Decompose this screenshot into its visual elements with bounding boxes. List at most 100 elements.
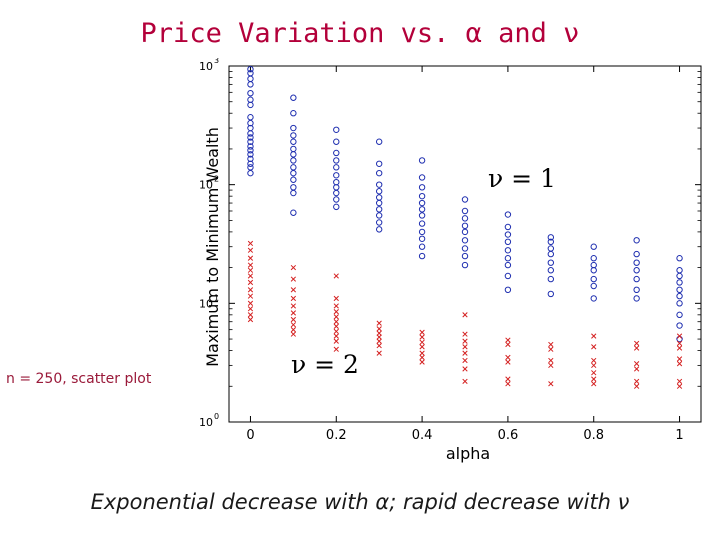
data-point-x xyxy=(591,333,597,339)
data-point-x xyxy=(419,350,425,356)
data-point-circle xyxy=(418,252,426,260)
data-point-circle xyxy=(333,164,340,171)
data-point-x xyxy=(419,354,425,361)
data-point-circle xyxy=(676,300,683,307)
data-point-circle xyxy=(461,237,469,244)
data-point-circle xyxy=(375,219,383,226)
series-nu1 xyxy=(247,65,683,343)
data-point-circle xyxy=(590,295,597,302)
data-point-x xyxy=(505,337,511,343)
data-point-circle xyxy=(247,134,254,141)
data-point-circle xyxy=(676,292,683,300)
data-point-x xyxy=(247,293,254,299)
data-point-circle xyxy=(418,243,426,250)
data-point-circle xyxy=(290,124,297,132)
data-point-x xyxy=(676,340,683,347)
data-point-circle xyxy=(633,237,640,244)
data-point-circle xyxy=(504,261,512,269)
data-point-circle xyxy=(418,174,426,181)
data-point-x xyxy=(676,361,683,367)
data-point-x xyxy=(333,333,339,339)
data-point-circle xyxy=(547,290,555,298)
data-point-circle xyxy=(547,267,555,274)
data-point-circle xyxy=(676,322,683,329)
data-point-x xyxy=(505,354,511,361)
data-point-x xyxy=(505,376,511,382)
data-point-circle xyxy=(333,157,340,164)
data-point-circle xyxy=(590,243,597,250)
data-point-circle xyxy=(290,151,297,158)
x-axis-label: alpha xyxy=(446,444,490,463)
data-point-circle xyxy=(461,228,469,236)
side-note: n = 250, scatter plot xyxy=(6,371,152,387)
data-point-x xyxy=(376,334,382,340)
slide-caption: Exponential decrease with α; rapid decre… xyxy=(90,490,630,514)
data-point-x xyxy=(290,327,297,333)
data-point-x xyxy=(376,350,382,356)
data-point-circle xyxy=(547,275,555,283)
data-point-circle xyxy=(290,169,297,177)
data-point-circle xyxy=(333,189,340,197)
data-point-x xyxy=(633,361,640,367)
data-point-circle xyxy=(590,255,597,262)
data-point-x xyxy=(247,306,254,312)
data-point-x xyxy=(591,370,597,376)
x-tick-label: 0.2 xyxy=(326,428,347,443)
annotation-nu-1: ν = 1 xyxy=(488,164,556,193)
data-point-circle xyxy=(333,126,340,133)
data-point-x xyxy=(462,350,468,356)
data-point-x xyxy=(462,338,468,344)
data-point-circle xyxy=(418,199,426,207)
data-point-circle xyxy=(375,226,383,233)
data-point-circle xyxy=(290,176,297,183)
data-point-circle xyxy=(547,234,555,241)
data-point-circle xyxy=(461,207,469,215)
data-point-x xyxy=(419,359,425,365)
data-point-x xyxy=(591,357,597,364)
data-point-x xyxy=(462,344,468,350)
data-point-circle xyxy=(504,231,512,238)
data-point-x xyxy=(290,276,297,282)
data-point-x xyxy=(333,273,339,279)
data-point-circle xyxy=(247,169,254,177)
data-point-x xyxy=(376,326,382,332)
data-point-x xyxy=(247,300,254,306)
data-point-x xyxy=(247,240,254,247)
series-nu2 xyxy=(247,240,683,389)
data-point-circle xyxy=(247,147,254,154)
data-point-x xyxy=(333,328,339,335)
data-point-circle xyxy=(633,295,640,302)
data-point-x xyxy=(548,381,554,387)
data-point-circle xyxy=(333,196,340,203)
data-point-circle xyxy=(461,252,469,260)
data-point-circle xyxy=(247,65,254,73)
data-point-x xyxy=(505,341,511,348)
data-point-circle xyxy=(633,267,640,274)
data-point-x xyxy=(247,279,254,286)
data-point-x xyxy=(462,312,468,318)
data-point-circle xyxy=(547,259,555,266)
data-point-x xyxy=(548,362,554,369)
data-point-circle xyxy=(290,189,297,197)
data-point-circle xyxy=(676,311,683,319)
data-point-x xyxy=(591,362,597,369)
data-point-x xyxy=(419,329,425,335)
data-point-x xyxy=(333,323,339,329)
data-point-x xyxy=(247,273,254,279)
data-point-x xyxy=(247,247,254,253)
y-axis-label: Maximum to Minimum Wealth xyxy=(203,127,222,367)
data-point-x xyxy=(548,357,554,364)
data-point-circle xyxy=(547,238,555,246)
data-point-circle xyxy=(375,212,383,219)
data-point-circle xyxy=(375,169,383,177)
plot-frame xyxy=(228,65,702,423)
data-point-circle xyxy=(247,89,254,97)
data-point-x xyxy=(462,357,468,364)
data-point-circle xyxy=(247,151,254,158)
data-point-x xyxy=(462,366,468,372)
data-point-circle xyxy=(633,259,640,266)
data-point-x xyxy=(290,295,297,302)
data-point-x xyxy=(333,295,339,302)
data-point-x xyxy=(290,264,297,271)
